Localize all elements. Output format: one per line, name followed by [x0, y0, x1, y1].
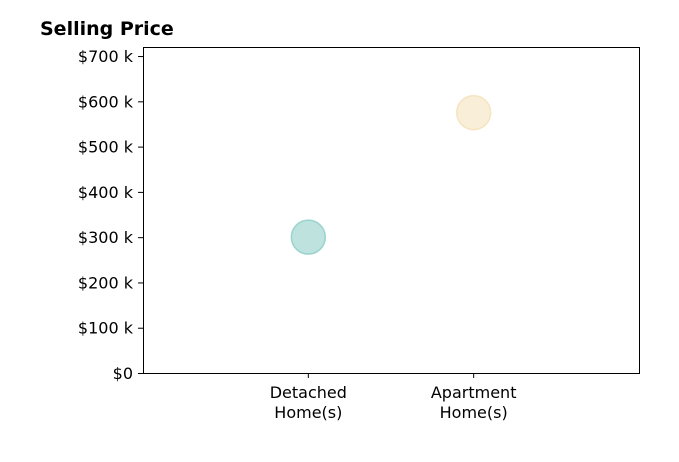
y-tick-label: $500 k — [78, 138, 134, 157]
x-tick-label: Apartment Home(s) — [431, 383, 517, 422]
x-axis: Detached Home(s) Apartment Home(s) — [270, 373, 517, 422]
chart-title: Selling Price — [40, 18, 174, 40]
y-tick-label: $200 k — [78, 273, 134, 292]
y-tick-label: $300 k — [78, 228, 134, 247]
plot-frame — [143, 47, 640, 374]
y-tick-label: $0 — [113, 364, 133, 383]
plot-area-points — [290, 94, 492, 255]
y-tick-label: $600 k — [78, 92, 134, 111]
y-tick-label: $400 k — [78, 183, 134, 202]
y-tick-label: $700 k — [78, 47, 134, 66]
data-point-2 — [455, 94, 492, 131]
y-axis: $0 $100 k $200 k $300 k $400 k $500 k $600 k $7… — [78, 47, 143, 383]
y-tick-label: $100 k — [78, 319, 134, 338]
x-tick-label: Detached Home(s) — [270, 383, 347, 422]
data-point-1 — [290, 219, 327, 255]
